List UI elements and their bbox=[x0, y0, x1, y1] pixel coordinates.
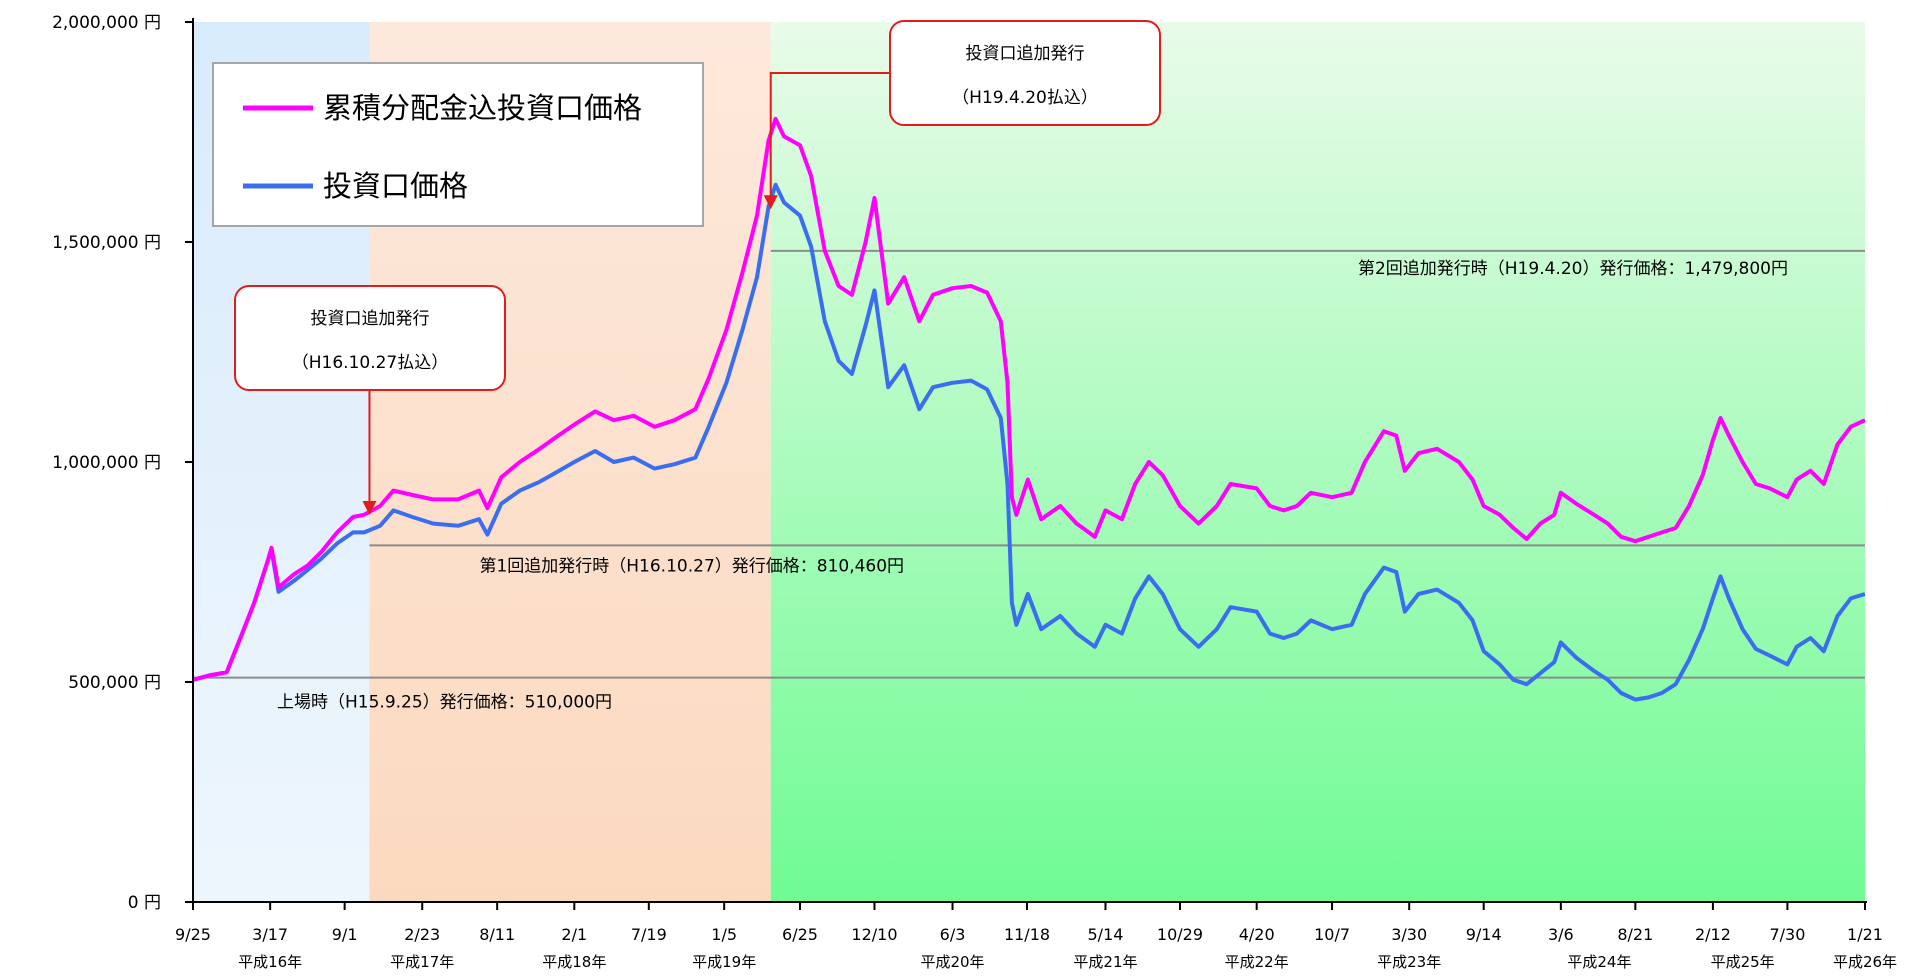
y-tick-label: 2,000,000 円 bbox=[52, 13, 161, 33]
callout: 投資口追加発行 （H19.4.20払込） bbox=[763, 20, 1161, 210]
callouts: 投資口追加発行 （H16.10.27払込） 投資口追加発行 （H19.4.20払込） bbox=[234, 20, 1161, 515]
x-year-label: 平成22年 bbox=[1225, 953, 1289, 971]
x-tick-label: 3/17 bbox=[252, 925, 288, 944]
axes: 0 円 500,000 円 1,000,000 円 1,500,000 円 2,000,… bbox=[52, 13, 1897, 971]
x-year-label: 平成23年 bbox=[1377, 953, 1441, 971]
callout-arrow-line bbox=[769, 72, 890, 198]
x-tick-label: 9/25 bbox=[175, 925, 211, 944]
x-year-label: 平成16年 bbox=[238, 953, 302, 971]
x-tick-label: 9/1 bbox=[332, 925, 358, 944]
x-tick-label: 7/19 bbox=[631, 925, 667, 944]
reference-line-label: 第2回追加発行時（H19.4.20）発行価格：1,479,800円 bbox=[1358, 259, 1788, 279]
x-year-label: 平成19年 bbox=[692, 953, 756, 971]
x-year-label: 平成17年 bbox=[390, 953, 454, 971]
x-year-label: 平成26年 bbox=[1833, 953, 1897, 971]
x-tick-label: 1/21 bbox=[1847, 925, 1883, 944]
x-tick-label: 6/25 bbox=[782, 925, 818, 944]
x-tick-label: 12/10 bbox=[851, 925, 897, 944]
x-year-label: 平成24年 bbox=[1567, 953, 1631, 971]
callout-arrow-head bbox=[763, 195, 778, 210]
x-tick-label: 6/3 bbox=[940, 925, 966, 944]
x-tick-label: 8/11 bbox=[479, 925, 515, 944]
reference-line-label: 第1回追加発行時（H16.10.27）発行価格：810,460円 bbox=[479, 556, 904, 576]
legend-label: 累積分配金込投資口価格 bbox=[323, 91, 642, 125]
x-tick-label: 2/23 bbox=[404, 925, 440, 944]
x-year-label: 平成20年 bbox=[920, 953, 984, 971]
legend-label: 投資口価格 bbox=[323, 169, 468, 203]
series-line-cumulative bbox=[192, 116, 1866, 682]
callout: 投資口追加発行 （H16.10.27払込） bbox=[234, 285, 506, 515]
callout-box bbox=[234, 285, 506, 391]
x-tick-label: 3/30 bbox=[1391, 925, 1427, 944]
series-line-unit-price bbox=[192, 182, 1866, 702]
callout-subtitle: （H19.4.20払込） bbox=[952, 88, 1098, 108]
x-tick-label: 10/29 bbox=[1157, 925, 1203, 944]
callout-title: 投資口追加発行 bbox=[311, 309, 430, 329]
x-year-label: 平成21年 bbox=[1073, 953, 1137, 971]
x-tick-label: 10/7 bbox=[1314, 925, 1350, 944]
x-tick-label: 1/5 bbox=[711, 925, 737, 944]
callout-arrow-head bbox=[362, 501, 377, 515]
x-tick-label: 7/30 bbox=[1769, 925, 1805, 944]
callout-title: 投資口追加発行 bbox=[966, 44, 1085, 64]
reference-lines: 上場時（H15.9.25）発行価格：510,000円 第1回追加発行時（H16.1… bbox=[193, 249, 1865, 713]
period-background bbox=[770, 22, 1865, 902]
x-tick-label: 9/14 bbox=[1466, 925, 1502, 944]
legend-box bbox=[212, 62, 704, 227]
x-tick-label: 3/6 bbox=[1548, 925, 1574, 944]
series-lines bbox=[192, 116, 1866, 702]
x-tick-label: 5/14 bbox=[1088, 925, 1124, 944]
x-tick-label: 2/12 bbox=[1695, 925, 1731, 944]
x-tick-label: 8/21 bbox=[1617, 925, 1653, 944]
callout-box bbox=[889, 20, 1161, 126]
x-tick-label: 2/1 bbox=[561, 925, 587, 944]
x-tick-label: 4/20 bbox=[1239, 925, 1275, 944]
x-year-label: 平成25年 bbox=[1711, 953, 1775, 971]
y-tick-label: 1,000,000 円 bbox=[52, 453, 161, 473]
y-tick-label: 0 円 bbox=[128, 893, 161, 913]
callout-subtitle: （H16.10.27払込） bbox=[292, 353, 449, 373]
x-year-label: 平成18年 bbox=[542, 953, 606, 971]
y-tick-label: 1,500,000 円 bbox=[52, 233, 161, 253]
y-tick-label: 500,000 円 bbox=[68, 673, 161, 693]
reference-line-label: 上場時（H15.9.25）発行価格：510,000円 bbox=[277, 693, 612, 713]
x-tick-label: 11/18 bbox=[1004, 925, 1050, 944]
